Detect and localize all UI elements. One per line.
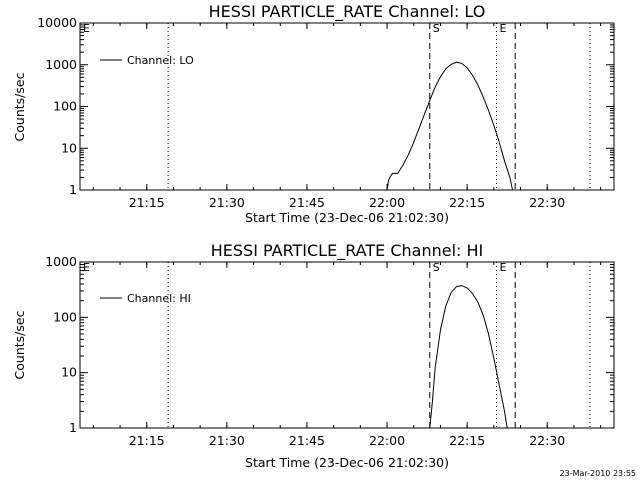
y-tick-label: 1 [69, 420, 77, 435]
x-tick-label: 22:30 [529, 195, 565, 210]
x-tick-label: 22:00 [369, 433, 405, 448]
series-group [386, 61, 513, 191]
chart-title: HESSI PARTICLE_RATE Channel: HI [211, 241, 484, 261]
legend: Channel: HI [100, 292, 191, 305]
axis-ticks: 21:15 21:30 21:45 22:00 22:15 22:30 1 10 100 1000 [45, 254, 614, 448]
footer-timestamp: 23-Mar-2010 23:55 [560, 469, 637, 478]
plot-frame [79, 22, 615, 191]
x-tick-label: 21:30 [209, 433, 245, 448]
y-tick-label: 100 [53, 309, 77, 324]
y-axis-label: Counts/sec [12, 310, 27, 379]
marker-label: E [500, 261, 507, 274]
marker-label: E [83, 261, 90, 274]
series-line [429, 285, 508, 429]
x-tick-label: 21:15 [129, 433, 165, 448]
y-tick-label: 10 [61, 365, 77, 380]
y-tick-label: 10000 [37, 15, 77, 30]
axis-ticks: 21:15 21:30 21:45 22:00 22:15 22:30 1 10 100 1000… [37, 15, 614, 210]
y-tick-label: 100 [53, 99, 77, 114]
x-tick-label: 21:45 [289, 195, 325, 210]
y-tick-label: 1 [69, 182, 77, 197]
plot-frame [79, 261, 615, 429]
x-tick-label: 22:15 [449, 195, 485, 210]
x-tick-label: 22:00 [369, 195, 405, 210]
marker-label: S [433, 261, 440, 274]
marker-label: S [433, 22, 440, 35]
hi-channel-panel: HESSI PARTICLE_RATE Channel: HI Counts/s… [12, 241, 615, 470]
x-tick-label: 22:15 [449, 433, 485, 448]
x-tick-label: 21:30 [209, 195, 245, 210]
x-tick-label: 21:15 [129, 195, 165, 210]
legend: Channel: LO [100, 54, 194, 67]
marker-label: E [500, 22, 507, 35]
legend-entry: Channel: HI [127, 292, 191, 305]
y-tick-label: 1000 [45, 57, 77, 72]
y-axis-label: Counts/sec [12, 72, 27, 141]
x-tick-label: 21:45 [289, 433, 325, 448]
series-group [429, 285, 508, 429]
chart-title: HESSI PARTICLE_RATE Channel: LO [209, 2, 486, 22]
series-line [386, 61, 513, 191]
x-tick-label: 22:30 [529, 433, 565, 448]
y-tick-label: 10 [61, 140, 77, 155]
y-tick-label: 1000 [45, 254, 77, 269]
x-axis-label: Start Time (23-Dec-06 21:02:30) [245, 455, 449, 470]
marker-label: E [83, 22, 90, 35]
lo-channel-panel: HESSI PARTICLE_RATE Channel: LO Counts/s… [12, 2, 615, 225]
legend-entry: Channel: LO [127, 54, 194, 67]
x-axis-label: Start Time (23-Dec-06 21:02:30) [245, 210, 449, 225]
